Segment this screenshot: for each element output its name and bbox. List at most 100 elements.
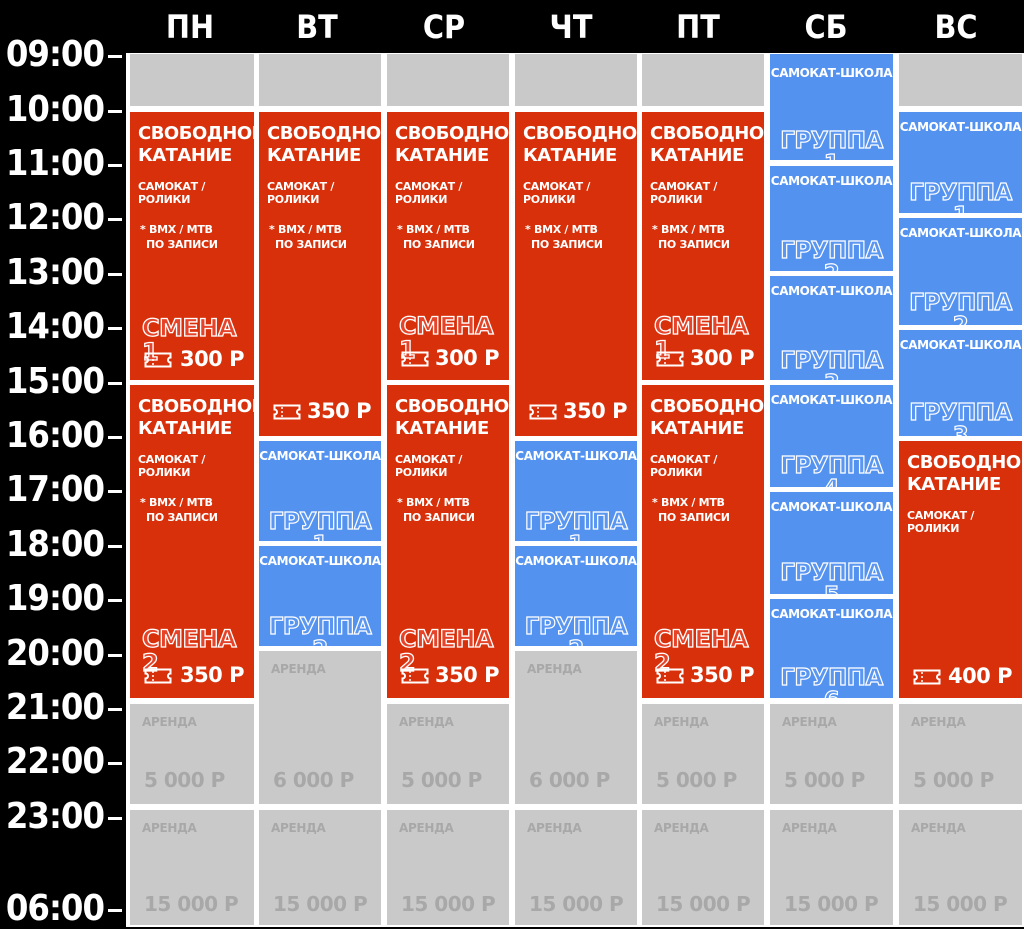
ticket-icon: [144, 668, 172, 684]
time-tick: [108, 599, 122, 602]
rent-block[interactable]: АРЕНДА 5 000 Р: [770, 704, 893, 804]
session-block[interactable]: СВОБОДНОЕ КАТАНИЕ САМОКАТ / РОЛИКИ 400 Р: [899, 441, 1022, 698]
session-block[interactable]: СВОБОДНОЕ КАТАНИЕ САМОКАТ / РОЛИКИ * BMX …: [130, 385, 254, 698]
price-label: 350 Р: [689, 663, 755, 687]
time-tick: [108, 164, 122, 167]
rent-block-night[interactable]: АРЕНДА 15 000 Р: [515, 810, 637, 925]
rent-block-night[interactable]: АРЕНДА 15 000 Р: [899, 810, 1022, 925]
school-block[interactable]: САМОКАТ-ШКОЛА ГРУППА 6: [770, 599, 893, 698]
school-block[interactable]: САМОКАТ-ШКОЛА ГРУППА 2: [259, 546, 381, 646]
school-block[interactable]: САМОКАТ-ШКОЛА ГРУППА 2: [515, 546, 637, 646]
school-block[interactable]: САМОКАТ-ШКОЛА ГРУППА 5: [770, 492, 893, 594]
session-block[interactable]: СВОБОДНОЕ КАТАНИЕ САМОКАТ / РОЛИКИ * BMX …: [259, 112, 381, 436]
session-block[interactable]: СВОБОДНОЕ КАТАНИЕ САМОКАТ / РОЛИКИ * BMX …: [130, 112, 254, 380]
session-title: СВОБОДНОЕ КАТАНИЕ: [395, 123, 509, 166]
ticket-icon: [273, 404, 301, 420]
school-block[interactable]: САМОКАТ-ШКОЛА ГРУППА 3: [899, 330, 1022, 436]
time-label: 09:00: [5, 34, 105, 75]
group-label: ГРУППА 3: [909, 400, 1013, 436]
school-block[interactable]: САМОКАТ-ШКОЛА ГРУППА 4: [770, 385, 893, 487]
ticket-icon: [656, 668, 684, 684]
school-block[interactable]: САМОКАТ-ШКОЛА ГРУППА 2: [770, 166, 893, 271]
rent-price: 5 000 Р: [401, 768, 482, 792]
time-tick: [108, 545, 122, 548]
time-tick: [108, 273, 122, 276]
group-label: ГРУППА 2: [780, 238, 884, 271]
school-label: САМОКАТ-ШКОЛА: [770, 174, 893, 188]
ticket-icon: [529, 404, 557, 420]
school-block[interactable]: САМОКАТ-ШКОЛА ГРУППА 1: [770, 54, 893, 160]
rent-block[interactable]: АРЕНДА 5 000 Р: [899, 704, 1022, 804]
school-label: САМОКАТ-ШКОЛА: [899, 226, 1022, 240]
school-label: САМОКАТ-ШКОЛА: [259, 554, 381, 568]
rent-block[interactable]: АРЕНДА 6 000 Р: [259, 651, 381, 804]
session-block[interactable]: СВОБОДНОЕ КАТАНИЕ САМОКАТ / РОЛИКИ * BMX …: [387, 385, 509, 698]
rent-price: 5 000 Р: [656, 768, 737, 792]
rent-block-night[interactable]: АРЕНДА 15 000 Р: [770, 810, 893, 925]
school-block[interactable]: САМОКАТ-ШКОЛА ГРУППА 1: [259, 441, 381, 541]
day-sun: ВС: [934, 8, 978, 46]
time-tick: [108, 817, 122, 820]
school-label: САМОКАТ-ШКОЛА: [899, 120, 1022, 134]
school-label: САМОКАТ-ШКОЛА: [770, 500, 893, 514]
time-label: 16:00: [5, 415, 105, 456]
block-morning-empty: [642, 54, 764, 106]
rent-label: АРЕНДА: [142, 821, 197, 835]
block-morning-empty: [259, 54, 381, 106]
school-label: САМОКАТ-ШКОЛА: [515, 449, 637, 463]
time-label: 12:00: [5, 197, 105, 238]
session-block[interactable]: СВОБОДНОЕ КАТАНИЕ САМОКАТ / РОЛИКИ * BMX …: [515, 112, 637, 436]
group-label: ГРУППА 2: [909, 290, 1013, 325]
time-tick: [108, 382, 122, 385]
rent-price: 6 000 Р: [529, 768, 610, 792]
bmx-note: * BMX / MTB ПО ЗАПИСИ: [652, 223, 730, 251]
group-label: ГРУППА 2: [268, 614, 372, 646]
session-block[interactable]: СВОБОДНОЕ КАТАНИЕ САМОКАТ / РОЛИКИ * BMX …: [387, 112, 509, 380]
rent-block-night[interactable]: АРЕНДА 15 000 Р: [642, 810, 764, 925]
rent-label: АРЕНДА: [527, 821, 582, 835]
session-title: СВОБОДНОЕ КАТАНИЕ: [650, 396, 764, 439]
rent-label: АРЕНДА: [142, 715, 197, 729]
rent-price: 15 000 Р: [656, 892, 751, 916]
rent-label: АРЕНДА: [782, 715, 837, 729]
price-label: 400 Р: [947, 664, 1013, 688]
rent-price: 5 000 Р: [144, 768, 225, 792]
session-block[interactable]: СВОБОДНОЕ КАТАНИЕ САМОКАТ / РОЛИКИ * BMX …: [642, 112, 764, 380]
rent-block-night[interactable]: АРЕНДА 15 000 Р: [259, 810, 381, 925]
time-label: 11:00: [5, 143, 105, 184]
rent-block[interactable]: АРЕНДА 5 000 Р: [642, 704, 764, 804]
price-label: 350 Р: [306, 399, 372, 423]
rent-block[interactable]: АРЕНДА 5 000 Р: [130, 704, 254, 804]
school-block[interactable]: САМОКАТ-ШКОЛА ГРУППА 1: [515, 441, 637, 541]
rent-label: АРЕНДА: [527, 662, 582, 676]
school-block[interactable]: САМОКАТ-ШКОЛА ГРУППА 1: [899, 112, 1022, 213]
rent-price: 5 000 Р: [784, 768, 865, 792]
shift-label: СМЕНА 2: [141, 625, 237, 677]
group-label: ГРУППА 1: [780, 128, 884, 160]
rent-price: 6 000 Р: [273, 768, 354, 792]
ticket-icon: [913, 669, 941, 685]
rent-block-night[interactable]: АРЕНДА 15 000 Р: [387, 810, 509, 925]
rent-block[interactable]: АРЕНДА 5 000 Р: [387, 704, 509, 804]
rent-label: АРЕНДА: [399, 821, 454, 835]
rent-block[interactable]: АРЕНДА 6 000 Р: [515, 651, 637, 804]
group-label: ГРУППА 1: [524, 509, 628, 541]
rent-price: 15 000 Р: [144, 892, 239, 916]
day-header: ПН ВТ СР ЧТ ПТ СБ ВС: [126, 0, 1024, 53]
rent-label: АРЕНДА: [911, 821, 966, 835]
day-fri: ПТ: [676, 8, 720, 46]
school-block[interactable]: САМОКАТ-ШКОЛА ГРУППА 3: [770, 276, 893, 380]
group-label: ГРУППА 6: [780, 665, 884, 698]
rent-price: 5 000 Р: [913, 768, 994, 792]
rent-block-night[interactable]: АРЕНДА 15 000 Р: [130, 810, 254, 925]
session-title: СВОБОДНОЕ КАТАНИЕ: [138, 123, 254, 166]
day-tue: ВТ: [296, 8, 338, 46]
school-label: САМОКАТ-ШКОЛА: [770, 66, 893, 80]
session-block[interactable]: СВОБОДНОЕ КАТАНИЕ САМОКАТ / РОЛИКИ * BMX …: [642, 385, 764, 698]
session-title: СВОБОДНОЕ КАТАНИЕ: [138, 396, 254, 439]
session-title: СВОБОДНОЕ КАТАНИЕ: [650, 123, 764, 166]
time-label: 21:00: [5, 687, 105, 728]
rent-label: АРЕНДА: [782, 821, 837, 835]
time-tick: [108, 762, 122, 765]
school-block[interactable]: САМОКАТ-ШКОЛА ГРУППА 2: [899, 218, 1022, 325]
